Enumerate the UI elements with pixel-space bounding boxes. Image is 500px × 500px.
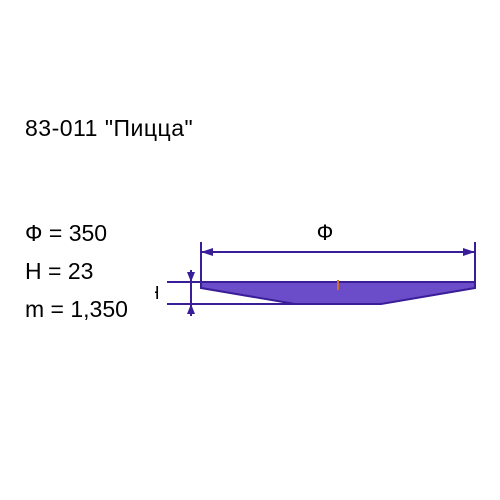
drawing-svg: Ф H xyxy=(155,200,485,340)
phi-dim-label: Ф xyxy=(317,220,334,245)
spec-height: H = 23 xyxy=(25,258,93,285)
spec-mass: m = 1,350 xyxy=(25,296,128,323)
plate-cross-section xyxy=(201,280,475,304)
technical-drawing: Ф H xyxy=(155,200,485,340)
code-value: 83-011 xyxy=(25,115,98,141)
h-dim-label: H xyxy=(155,283,160,303)
phi-dimension: Ф xyxy=(201,220,475,282)
product-name: "Пицца" xyxy=(105,115,193,141)
product-code: 83-011 "Пицца" xyxy=(25,115,193,142)
spec-diameter: Ф = 350 xyxy=(25,220,107,247)
